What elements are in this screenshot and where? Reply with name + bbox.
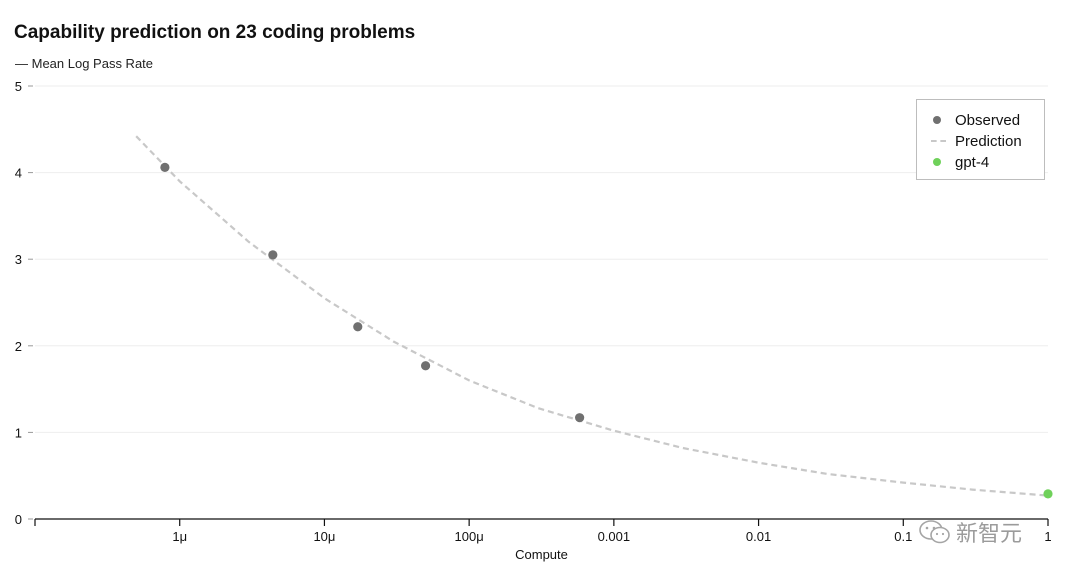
- x-tick-label: 0.1: [894, 529, 912, 544]
- watermark-text: 新智元: [956, 521, 1023, 546]
- legend-label-observed: Observed: [955, 111, 1021, 129]
- gpt4-point: [1043, 489, 1053, 499]
- observed-point: [160, 162, 170, 173]
- x-tick-label: 0.001: [598, 529, 631, 544]
- y-tick-label: 3: [15, 252, 22, 267]
- legend-item-gpt4: gpt-4: [917, 152, 989, 172]
- observed-point: [420, 361, 431, 371]
- legend-item-observed: Observed: [917, 110, 1020, 130]
- wechat-icon: [918, 519, 952, 545]
- observed-point: [353, 322, 363, 332]
- observed-marker-icon: [917, 110, 955, 130]
- y-tick-label: 2: [15, 339, 22, 354]
- legend-label-gpt4: gpt-4: [955, 153, 990, 171]
- observed-point: [268, 250, 278, 260]
- observed-point: [575, 413, 585, 423]
- x-tick-label: 0.01: [746, 529, 771, 544]
- y-tick-label: 5: [15, 79, 22, 94]
- chart-title: Capability prediction on 23 coding probl…: [14, 22, 416, 43]
- legend-item-prediction: Prediction: [917, 131, 1022, 151]
- x-axis-label: Compute: [515, 547, 568, 562]
- watermark: 新智元: [918, 516, 1022, 548]
- legend-label-prediction: Prediction: [955, 132, 1022, 150]
- x-tick-label: 1: [1044, 529, 1051, 544]
- y-tick-label: 1: [15, 425, 22, 440]
- y-tick-label: 0: [15, 512, 22, 527]
- x-tick-label: 1μ: [172, 529, 187, 544]
- y-axis-label: — Mean Log Pass Rate: [15, 56, 154, 71]
- y-tick-label: 4: [15, 166, 22, 181]
- x-tick-label: 10μ: [313, 529, 335, 544]
- prediction-line-icon: [917, 131, 955, 151]
- prediction-line: [135, 135, 1049, 497]
- gpt4-marker-icon: [917, 152, 955, 172]
- x-tick-label: 100μ: [455, 529, 484, 544]
- chart-legend: Observed Prediction gpt-4: [916, 99, 1045, 180]
